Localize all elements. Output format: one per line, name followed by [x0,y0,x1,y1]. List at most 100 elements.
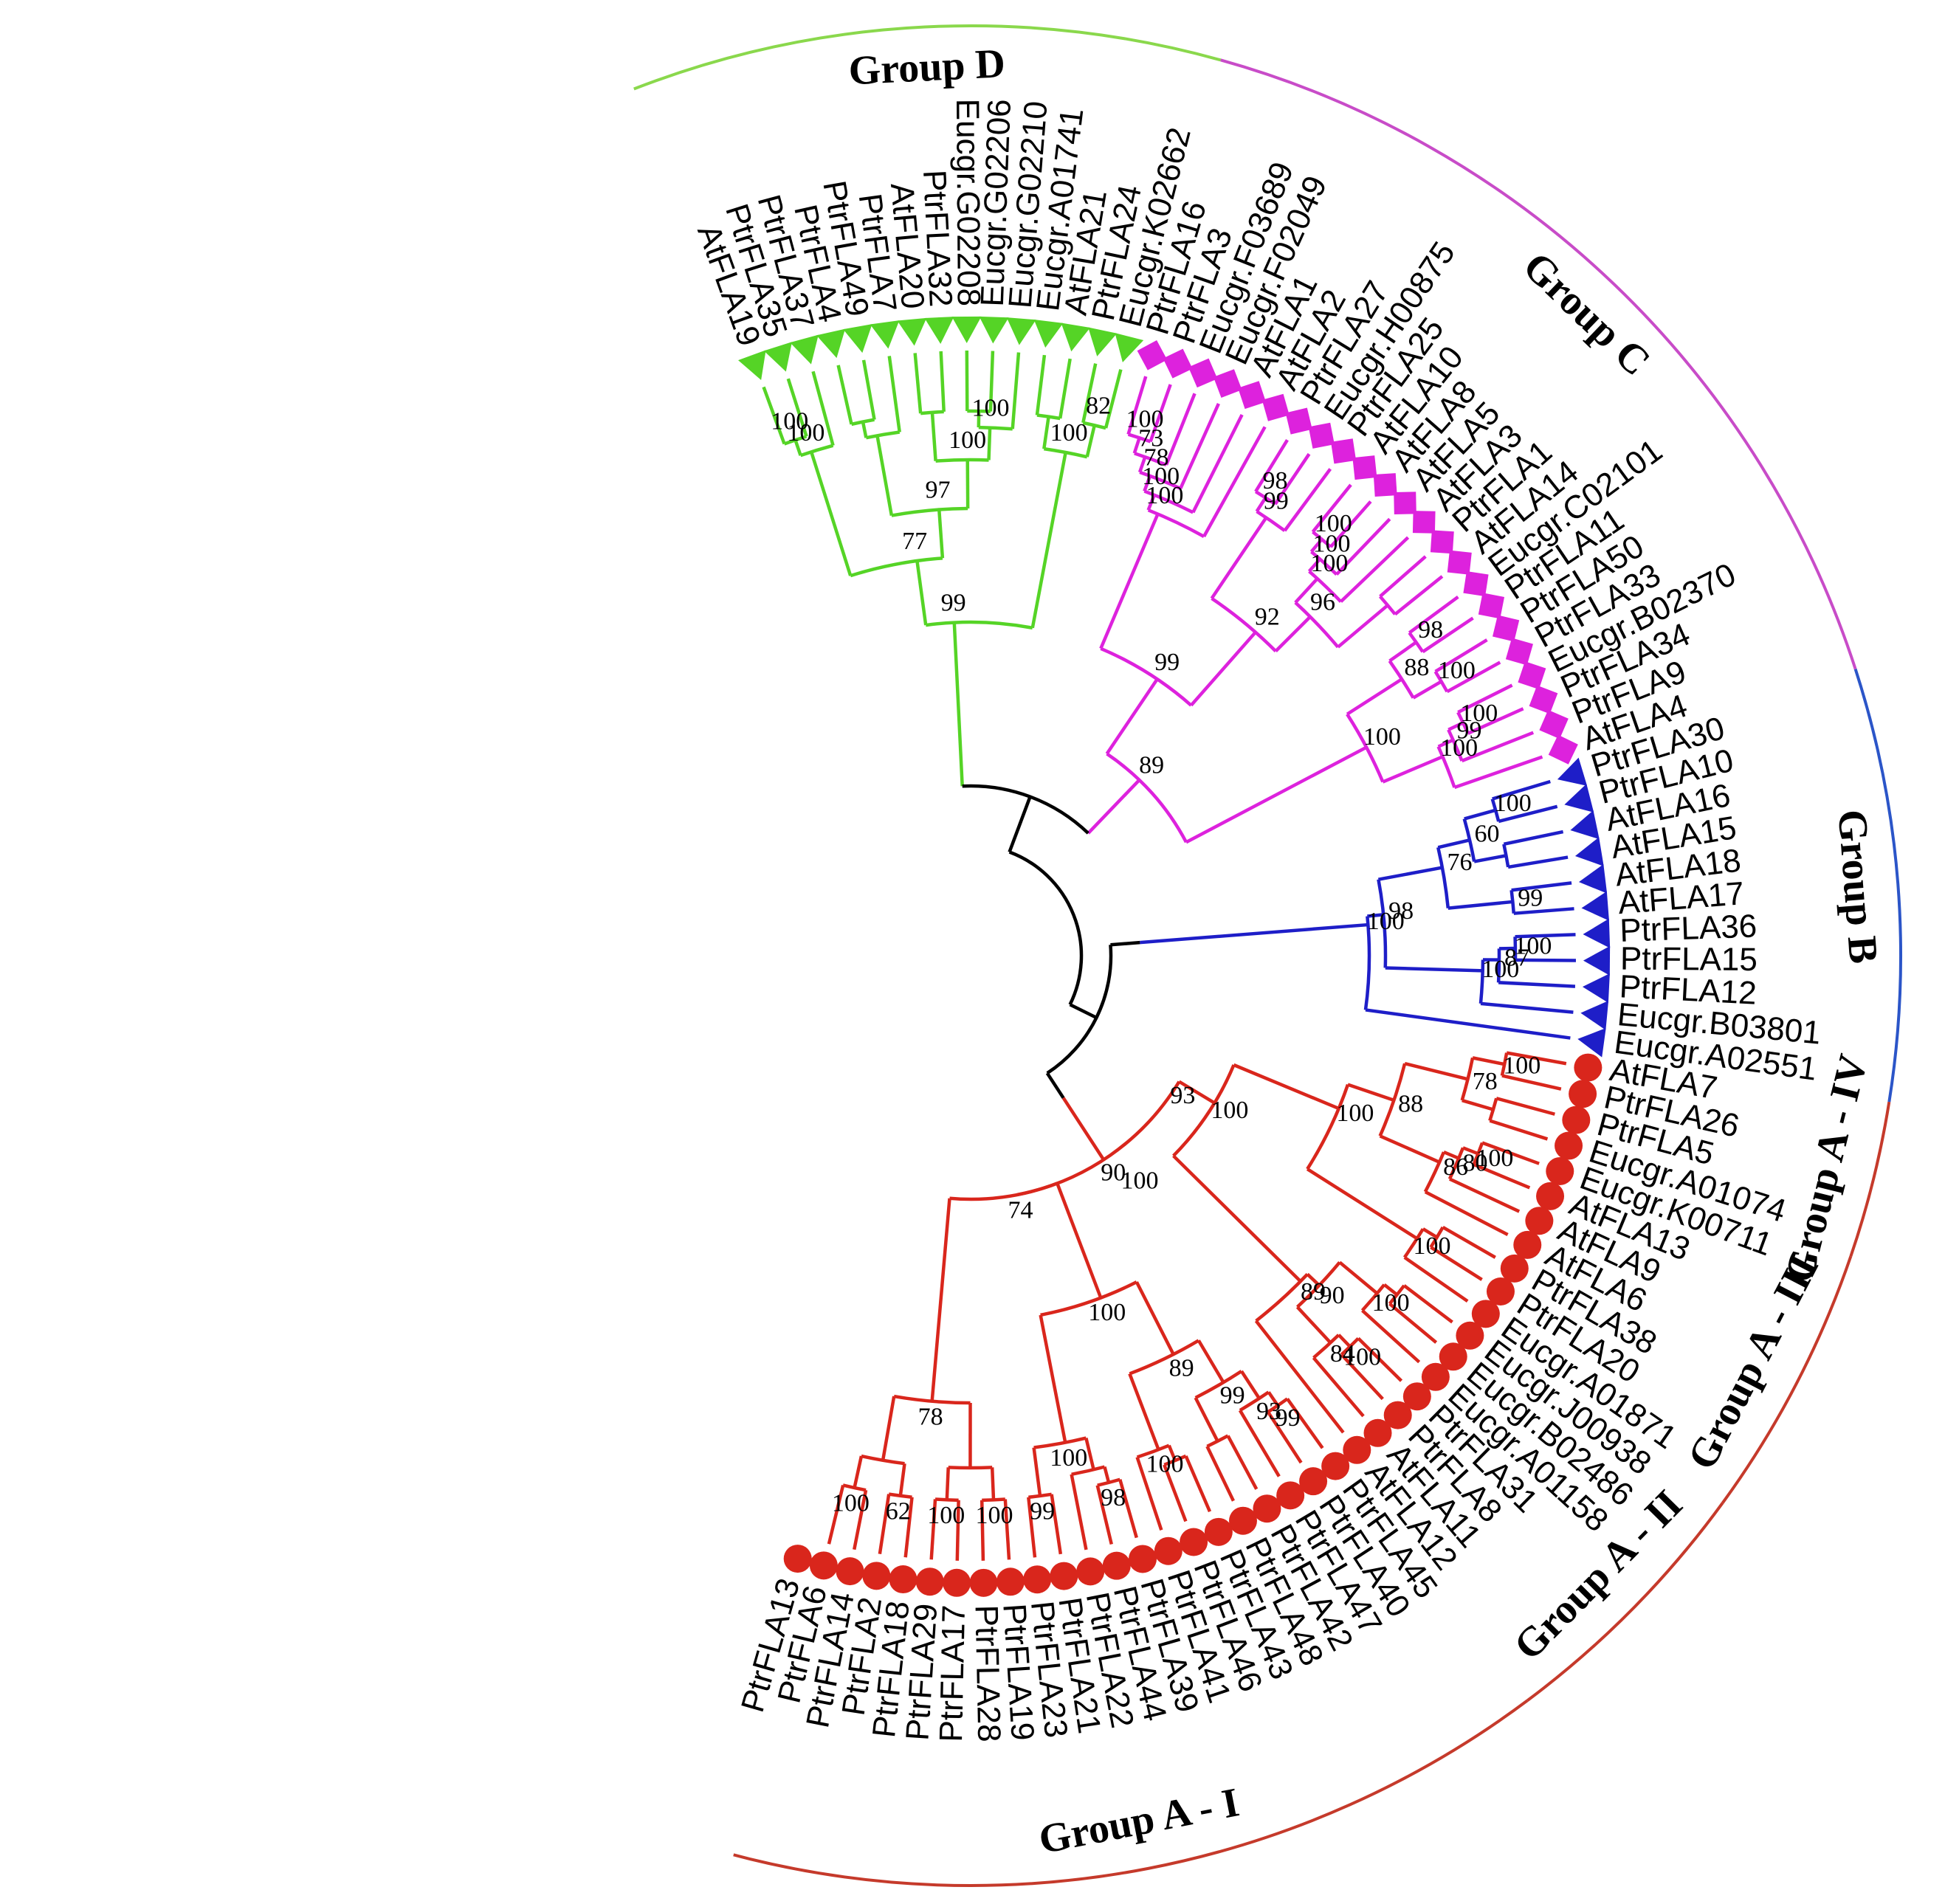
leaf-marker-circle [783,1545,812,1573]
bootstrap-label: 78 [1143,444,1168,471]
group-arc-a1 [733,1699,1529,1887]
branch-line [1135,1456,1163,1531]
bootstrap-label: 73 [1138,424,1163,452]
leaf-marker-circle [1569,1080,1597,1108]
branch-line [1149,384,1172,443]
bootstrap-label: 100 [1211,1097,1248,1124]
bootstrap-label: 100 [1336,1100,1374,1127]
backbone-line [1008,796,1032,853]
bootstrap-label: 76 [1447,849,1473,876]
branch-line [1412,680,1442,700]
group-arcs [633,24,1902,1887]
branch-line [1035,354,1047,415]
leaf-label: Eucgr.G02206 [974,98,1018,307]
branch-line [1226,1435,1259,1490]
branch-line [1422,1227,1438,1239]
leaf-marker-triangle [1033,320,1064,348]
branch-line [1335,517,1391,576]
branch-line [853,1489,868,1551]
leaf-marker-circle [1486,1277,1515,1305]
leaf-marker-triangle [1583,918,1611,948]
bootstrap-label: 100 [787,419,825,446]
clade-arc [949,1182,1058,1201]
group-label-c: Group C [1514,244,1659,385]
branch-line [1294,577,1319,604]
leaf-marker-diamond [1548,734,1578,765]
bootstrap-label: 100 [1146,1450,1183,1477]
leaf-marker-circle [1456,1321,1484,1350]
branch-line [1506,1051,1567,1066]
branch-line [1462,1098,1494,1111]
branch-line [1274,615,1312,652]
bootstrap-label: 87 [1504,945,1529,972]
branch-line [1104,369,1123,429]
branch-line [1361,1309,1421,1364]
leaf-marker-diamond [1308,422,1335,449]
branch-line [1388,641,1417,663]
branch-line [913,353,923,414]
branch-line [1424,1190,1509,1237]
leaf-marker-diamond [1539,709,1569,739]
bootstrap-label: 92 [1255,603,1280,630]
bootstrap-label: 100 [1088,1299,1126,1326]
branch-line [1210,517,1268,600]
backbone-line [1110,940,1140,947]
clade-arc [925,620,1033,630]
leaf-marker-triangle [1006,317,1036,345]
branch-line [1103,1466,1111,1483]
branch-line [1507,855,1569,869]
leaf-marker-circle [915,1567,944,1596]
clade-arc [1016,1080,1181,1197]
branch-line [1394,575,1444,616]
leaf-marker-circle [1253,1494,1281,1523]
branch-line [1337,1334,1352,1348]
branch-line [1430,1246,1483,1281]
branch-line [903,1497,914,1558]
branch-line [1267,1411,1303,1464]
branch-line [1480,1001,1574,1014]
bootstrap-label: 96 [1310,589,1335,616]
leaf-marker-circle [1536,1182,1565,1210]
bootstrap-label: 82 [1086,393,1111,420]
group-label-a1: Group A - I [1035,1779,1242,1863]
bootstrap-label: 100 [1372,1289,1410,1317]
branch-line [1464,808,1496,821]
leaf-marker-triangle [1583,945,1611,976]
branch-line [1042,416,1050,449]
branch-line [1254,438,1289,493]
leaf-marker-diamond [1163,348,1193,379]
branch-line [1179,403,1220,489]
branch-line [1453,755,1543,790]
leaf-marker-triangle [1557,757,1588,786]
branch-line [861,421,868,438]
group-stem [1061,1097,1106,1161]
leaf-label: Eucgr.G02208 [949,99,987,307]
leaf-marker-diamond [1430,530,1454,554]
branch-line [1178,1080,1216,1105]
bootstrap-label: 100 [771,407,808,435]
bootstrap-label: 100 [1494,790,1532,817]
branch-line [1495,1097,1555,1116]
branch-line [827,1484,845,1545]
bootstrap-label: 98 [1388,897,1414,925]
bootstrap-label: 98 [1262,467,1287,494]
branch-line [1447,721,1464,731]
branch-line [987,427,992,461]
branch-line [1105,678,1159,755]
branch-line [1498,804,1558,824]
branch-line [1233,1063,1340,1111]
leaf-marker-diamond [1518,661,1546,690]
leaf-marker-circle [1562,1106,1591,1134]
branch-line [1408,596,1459,635]
branch-line [1164,393,1197,466]
clade-arc [850,556,943,578]
leaf-marker-circle [1546,1156,1574,1185]
branch-line [1338,1260,1379,1295]
clade-arc [1106,752,1188,844]
bootstrap-label: 100 [1476,1145,1513,1172]
leaf-marker-triangle [1580,1001,1609,1030]
leaf-marker-diamond [1373,473,1397,497]
leaf-marker-diamond [1394,491,1416,514]
clade-arc [1346,713,1385,783]
clade-arc [1363,916,1371,1010]
